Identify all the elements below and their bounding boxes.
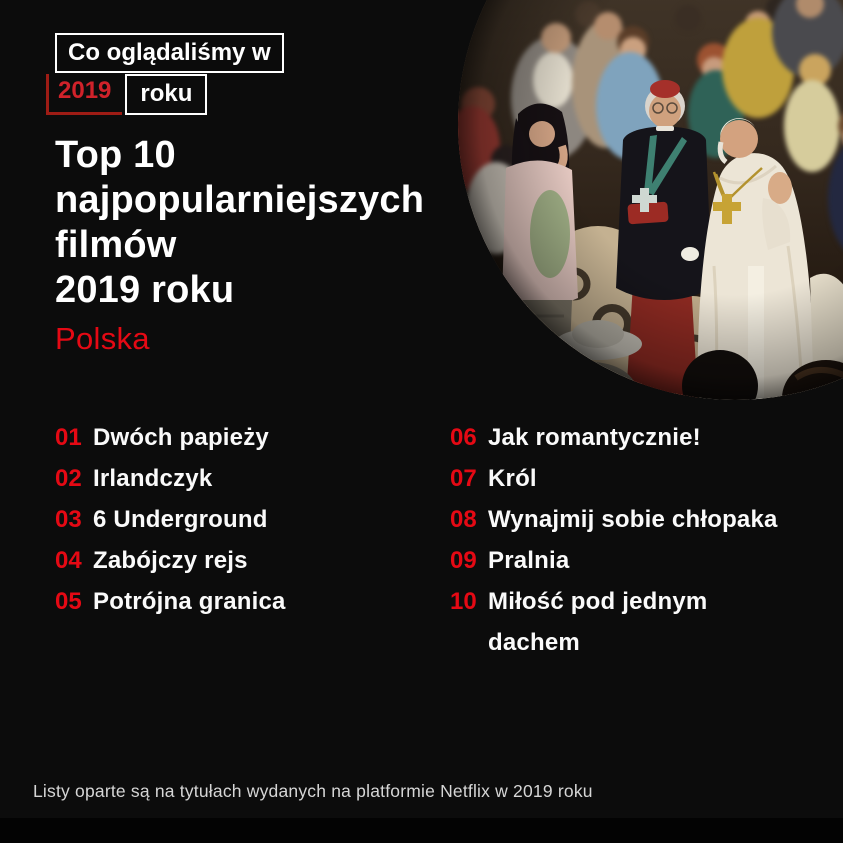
movie-title: Jak romantycznie! <box>488 424 701 451</box>
list-item: 06 Jak romantycznie! <box>450 417 778 458</box>
title-line-4: 2019 roku <box>55 269 235 311</box>
movie-title: Król <box>488 465 537 492</box>
page-title: Top 10 najpopularniejszych filmów 2019 r… <box>55 133 424 313</box>
list-item: 05 Potrójna granica <box>55 581 286 622</box>
rank-number: 01 <box>55 424 82 451</box>
movie-title: Dwóch papieży <box>93 424 269 451</box>
rank-number: 09 <box>450 547 477 574</box>
title-line-3: filmów <box>55 224 177 266</box>
rank-number: 05 <box>55 588 82 615</box>
movie-title: Wynajmij sobie chłopaka <box>488 506 778 533</box>
rank-number: 02 <box>55 465 82 492</box>
list-item: 09 Pralnia <box>450 540 778 581</box>
photo-vignette <box>458 0 843 400</box>
badge-suffix: roku <box>125 74 208 115</box>
rank-number: 04 <box>55 547 82 574</box>
list-item: 07 Król <box>450 458 778 499</box>
rank-number: 08 <box>450 506 477 533</box>
rank-number: 03 <box>55 506 82 533</box>
ranking-column-left: 01 Dwóch papieży 02 Irlandczyk 03 6 Unde… <box>55 417 286 622</box>
list-item: 03 6 Underground <box>55 499 286 540</box>
badge-year: 2019 <box>46 74 123 115</box>
movie-title: Irlandczyk <box>93 465 213 492</box>
badge-line2: 2019 roku <box>46 74 284 115</box>
two-popes-photo <box>458 0 843 400</box>
bottom-strip <box>0 818 843 843</box>
rank-number: 10 <box>450 588 477 615</box>
movie-title: Potrójna granica <box>93 588 286 615</box>
list-item: 08 Wynajmij sobie chłopaka <box>450 499 778 540</box>
rank-number: 07 <box>450 465 477 492</box>
list-item: 02 Irlandczyk <box>55 458 286 499</box>
rank-number: 06 <box>450 424 477 451</box>
list-item: 04 Zabójczy rejs <box>55 540 286 581</box>
title-line-1: Top 10 <box>55 134 176 176</box>
list-item: 10 Miłość pod jednym dachem <box>450 581 778 663</box>
title-line-2: najpopularniejszych <box>55 179 425 221</box>
list-item: 01 Dwóch papieży <box>55 417 286 458</box>
ranking-column-right: 06 Jak romantycznie! 07 Król 08 Wynajmij… <box>450 417 778 663</box>
movie-title: Zabójczy rejs <box>93 547 248 574</box>
movie-title: Miłość pod jednym dachem <box>488 588 708 656</box>
two-popes-photo-circle <box>458 0 843 400</box>
badge-heading: Co oglądaliśmy w <box>55 33 284 73</box>
region-label: Polska <box>55 321 150 356</box>
footer-note: Listy oparte są na tytułach wydanych na … <box>33 781 593 801</box>
movie-title: 6 Underground <box>93 506 268 533</box>
badge: Co oglądaliśmy w 2019 roku <box>46 33 284 115</box>
movie-title: Pralnia <box>488 547 570 574</box>
